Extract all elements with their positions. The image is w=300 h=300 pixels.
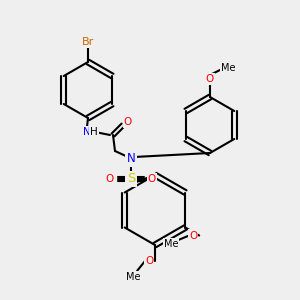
- Text: Me: Me: [221, 63, 235, 73]
- Text: Br: Br: [82, 37, 94, 47]
- Text: O: O: [189, 230, 197, 241]
- Text: O: O: [148, 174, 156, 184]
- Text: N: N: [83, 127, 91, 137]
- Text: O: O: [124, 117, 132, 127]
- Text: Me: Me: [126, 272, 140, 282]
- Text: O: O: [206, 74, 214, 84]
- Text: S: S: [127, 172, 135, 185]
- Text: O: O: [145, 256, 153, 266]
- Text: N: N: [127, 152, 135, 166]
- Text: H: H: [90, 127, 98, 137]
- Text: O: O: [106, 174, 114, 184]
- Text: Me: Me: [164, 238, 178, 248]
